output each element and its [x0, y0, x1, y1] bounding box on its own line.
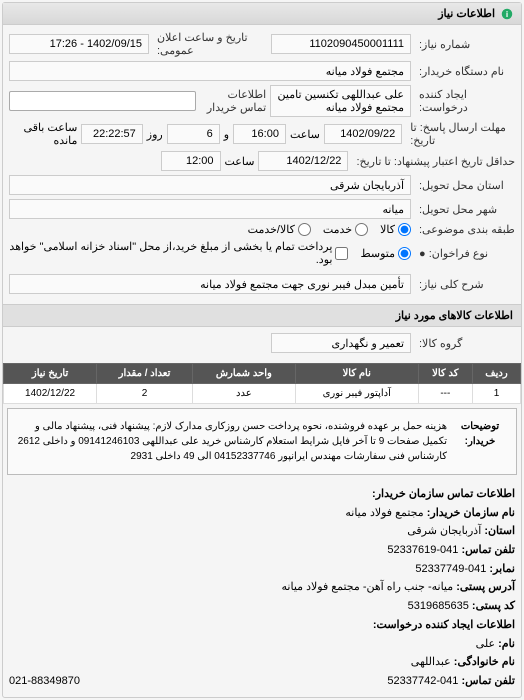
table-header-row: ردیف کد کالا نام کالا واحد شمارش تعداد /…: [4, 364, 521, 384]
province-value: آذربایجان شرقی: [9, 175, 411, 195]
contact-phone-label: تلفن تماس:: [461, 544, 515, 556]
contact-postal-label: کد پستی:: [472, 600, 515, 612]
deadline-time-label: ساعت: [290, 128, 320, 141]
td-date: 1402/12/22: [4, 384, 97, 404]
min-validity-time: 12:00: [161, 151, 221, 171]
goods-section-title: اطلاعات کالاهای مورد نیاز: [3, 304, 521, 327]
contact-fax-label: نمابر:: [489, 563, 515, 575]
rating-label: نوع فراخوان: ●: [415, 247, 515, 260]
creator-phone-label: تلفن تماس:: [461, 675, 515, 687]
announce-datetime: 1402/09/15 - 17:26: [9, 34, 149, 54]
payment-checkbox[interactable]: [335, 247, 348, 260]
remaining-days-label: روز: [147, 128, 163, 141]
cat-goods-option[interactable]: کالا: [380, 223, 411, 236]
contact-province: آذربایجان شرقی: [407, 525, 481, 537]
td-row: 1: [473, 384, 521, 404]
payment-check-option[interactable]: پرداخت تمام یا بخشی از مبلغ خرید،از محل …: [9, 240, 348, 266]
desc-label: شرح کلی نیاز:: [415, 278, 515, 291]
min-validity-label: حداقل تاریخ اعتبار پیشنهاد: تا تاریخ:: [352, 155, 515, 168]
buyer-org: مجتمع فولاد میانه: [9, 61, 411, 81]
td-unit: عدد: [192, 384, 295, 404]
group-value: تعمیر و نگهداری: [271, 333, 411, 353]
remaining-time-label: ساعت باقی مانده: [9, 121, 77, 147]
contact-fax: 041-52337749: [415, 563, 486, 575]
announce-datetime-label: تاریخ و ساعت اعلان عمومی:: [153, 31, 267, 57]
th-unit: واحد شمارش: [192, 364, 295, 384]
th-date: تاریخ نیاز: [4, 364, 97, 384]
remaining-time: 22:22:57: [81, 124, 142, 144]
panel-header: i اطلاعات نیاز: [3, 3, 521, 25]
rating-mid-option[interactable]: متوسط: [360, 247, 411, 260]
form-area: شماره نیاز: 1102090450001111 تاریخ و ساع…: [3, 25, 521, 304]
svg-text:i: i: [506, 10, 508, 19]
creator-name-val: علی: [476, 638, 495, 650]
td-qty: 2: [97, 384, 193, 404]
th-name: نام کالا: [295, 364, 418, 384]
cat-goods-radio[interactable]: [398, 223, 411, 236]
min-validity-time-label: ساعت: [225, 155, 255, 168]
td-name: آداپتور فیبر نوری: [295, 384, 418, 404]
contact-address: میانه- جنب راه آهن- مجتمع فولاد میانه: [282, 581, 454, 593]
remaining-and: و: [224, 128, 229, 141]
contact-header: اطلاعات تماس سازمان خریدار:: [372, 488, 515, 500]
contact-postal: 5319685635: [408, 600, 469, 612]
th-qty: تعداد / مقدار: [97, 364, 193, 384]
buyer-notes-label: توضیحات خریدار:: [450, 415, 510, 468]
province-label: استان محل تحویل:: [415, 179, 515, 192]
creator-header: اطلاعات ایجاد کننده درخواست:: [373, 619, 515, 631]
rating-mid-radio[interactable]: [398, 247, 411, 260]
deadline-date: 1402/09/22: [324, 124, 402, 144]
contact-address-label: آدرس پستی:: [456, 581, 515, 593]
contact-phone: 041-52337619: [387, 544, 458, 556]
creator-name: علی عبداللهی تکنسین تامین مجتمع فولاد می…: [270, 85, 411, 117]
city-value: میانه: [9, 199, 411, 219]
contact-org-label: نام سازمان خریدار:: [427, 507, 515, 519]
contact-info-label: اطلاعات تماس خریدار: [200, 88, 266, 114]
goods-table: ردیف کد کالا نام کالا واحد شمارش تعداد /…: [3, 363, 521, 404]
creator-surname: عبداللهی: [411, 656, 451, 668]
remaining-days: 6: [167, 124, 220, 144]
creator-label: ایجاد کننده درخواست:: [415, 88, 515, 114]
request-number-label: شماره نیاز:: [415, 38, 515, 51]
min-validity-date: 1402/12/22: [258, 151, 348, 171]
contact-info-input[interactable]: [9, 91, 196, 111]
contact-org: مجتمع فولاد میانه: [345, 507, 423, 519]
request-number: 1102090450001111: [271, 34, 411, 54]
deadline-label: مهلت ارسال پاسخ: تا تاریخ:: [406, 121, 515, 147]
contact-section: اطلاعات تماس سازمان خریدار: نام سازمان خ…: [3, 479, 521, 697]
desc-value: تأمین مبدل فیبر نوری جهت مجتمع فولاد میا…: [9, 274, 411, 294]
td-code: ---: [418, 384, 472, 404]
cat-both-option[interactable]: کالا/خدمت: [248, 223, 311, 236]
buyer-notes-text: هزینه حمل بر عهده فروشنده، نحوه پرداخت ح…: [14, 415, 450, 468]
rating-group: متوسط پرداخت تمام یا بخشی از مبلغ خرید،ا…: [9, 240, 411, 266]
group-label: گروه کالا:: [415, 337, 515, 350]
category-radio-group: کالا خدمت کالا/خدمت: [248, 223, 411, 236]
creator-phone: 041-52337742: [387, 675, 458, 687]
creator-surname-label: نام خانوادگی:: [454, 656, 515, 668]
cat-both-radio[interactable]: [298, 223, 311, 236]
category-label: طبقه بندی موضوعی:: [415, 223, 515, 236]
city-label: شهر محل تحویل:: [415, 203, 515, 216]
table-row: 1 --- آداپتور فیبر نوری عدد 2 1402/12/22: [4, 384, 521, 404]
info-icon: i: [501, 8, 513, 20]
creator-phone2: 021-88349870: [9, 672, 80, 691]
creator-name-label: نام:: [498, 638, 515, 650]
cat-service-radio[interactable]: [355, 223, 368, 236]
cat-service-option[interactable]: خدمت: [323, 223, 368, 236]
th-code: کد کالا: [418, 364, 472, 384]
deadline-time: 16:00: [233, 124, 286, 144]
buyer-org-label: نام دستگاه خریدار:: [415, 65, 515, 78]
info-panel: i اطلاعات نیاز شماره نیاز: 1102090450001…: [2, 2, 522, 698]
contact-province-label: استان:: [484, 525, 515, 537]
th-row: ردیف: [473, 364, 521, 384]
panel-title: اطلاعات نیاز: [438, 7, 495, 20]
buyer-notes-box: توضیحات خریدار: هزینه حمل بر عهده فروشند…: [7, 408, 517, 475]
